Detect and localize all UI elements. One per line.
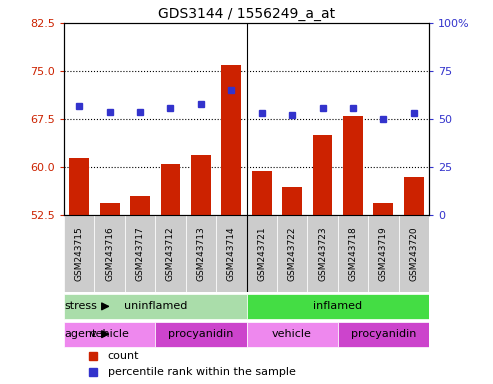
Text: count: count [108,351,140,361]
Bar [246,294,429,319]
Bar [64,294,246,319]
Bar [70,158,89,215]
Bar [64,322,155,347]
Text: procyanidin: procyanidin [168,329,234,339]
Bar [404,177,423,215]
Bar [130,196,150,215]
Bar [221,65,241,215]
Text: procyanidin: procyanidin [351,329,416,339]
Text: percentile rank within the sample: percentile rank within the sample [108,367,296,377]
Bar [64,215,95,293]
Text: GSM243716: GSM243716 [105,227,114,281]
Bar [186,215,216,293]
Bar [100,203,120,215]
Text: inflamed: inflamed [313,301,362,311]
Text: GSM243717: GSM243717 [136,227,144,281]
Text: GSM243714: GSM243714 [227,227,236,281]
Text: agent: agent [65,329,97,339]
Text: GSM243723: GSM243723 [318,227,327,281]
Bar [246,322,338,347]
Bar [282,187,302,215]
Bar [398,215,429,293]
Bar [313,135,332,215]
Title: GDS3144 / 1556249_a_at: GDS3144 / 1556249_a_at [158,7,335,21]
Bar [368,215,398,293]
Text: GSM243713: GSM243713 [196,227,206,281]
Bar [338,215,368,293]
Text: vehicle: vehicle [90,329,130,339]
Text: GSM243715: GSM243715 [75,227,84,281]
Bar [373,203,393,215]
Text: stress: stress [65,301,97,311]
Bar [125,215,155,293]
Text: GSM243721: GSM243721 [257,227,266,281]
Bar [155,215,186,293]
Text: GSM243720: GSM243720 [409,227,418,281]
Text: GSM243718: GSM243718 [349,227,357,281]
Bar [191,154,211,215]
Bar [161,164,180,215]
Bar [277,215,307,293]
Bar [307,215,338,293]
Text: GSM243712: GSM243712 [166,227,175,281]
Bar [252,170,272,215]
Text: uninflamed: uninflamed [124,301,187,311]
Bar [155,322,246,347]
Text: GSM243722: GSM243722 [287,227,297,281]
Text: GSM243719: GSM243719 [379,227,388,281]
Bar [216,215,246,293]
Bar [343,116,363,215]
Bar [246,215,277,293]
Bar [95,215,125,293]
Bar [338,322,429,347]
Text: vehicle: vehicle [272,329,312,339]
